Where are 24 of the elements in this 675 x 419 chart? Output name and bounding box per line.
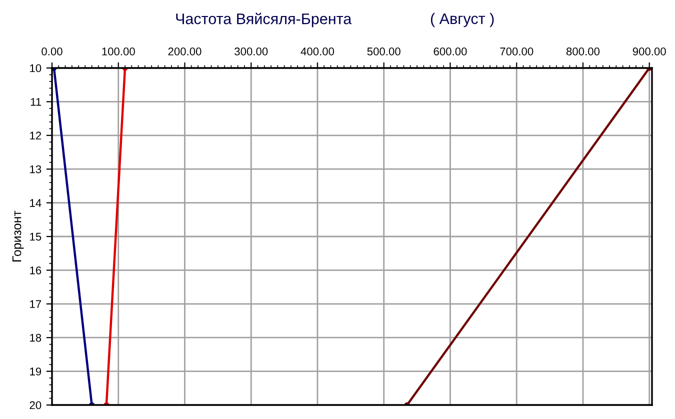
chart-title: Частота Вяйсяля-Брента — [176, 12, 352, 28]
x-tick-label: 600.00 — [434, 48, 467, 56]
chart-subtitle: ( Август ) — [430, 12, 494, 28]
y-tick-label: 11 — [30, 98, 42, 106]
y-tick-label: 16 — [30, 266, 42, 274]
x-tick-label: 900.00 — [632, 48, 666, 56]
y-tick-label: 12 — [30, 132, 42, 140]
x-tick-label: 400.00 — [300, 48, 334, 56]
x-tick-label: 700.00 — [500, 48, 534, 56]
y-tick-label: 19 — [30, 368, 42, 376]
y-tick-label: 20 — [30, 401, 42, 410]
y-tick-label: 10 — [30, 64, 42, 72]
x-tick-label: 500.00 — [367, 48, 400, 56]
x-tick-label: 0.00 — [42, 48, 62, 56]
y-tick-label: 15 — [30, 232, 42, 241]
x-tick-label: 200.00 — [168, 48, 202, 56]
x-tick-label: 300.00 — [234, 48, 268, 56]
y-axis-title: Горизонт — [12, 210, 24, 262]
y-tick-label: 18 — [30, 334, 42, 342]
x-tick-label: 100.00 — [102, 48, 135, 56]
y-tick-label: 13 — [30, 165, 42, 174]
y-tick-label: 17 — [30, 300, 42, 308]
x-tick-label: 800.00 — [566, 48, 600, 56]
y-tick-label: 14 — [30, 199, 42, 207]
